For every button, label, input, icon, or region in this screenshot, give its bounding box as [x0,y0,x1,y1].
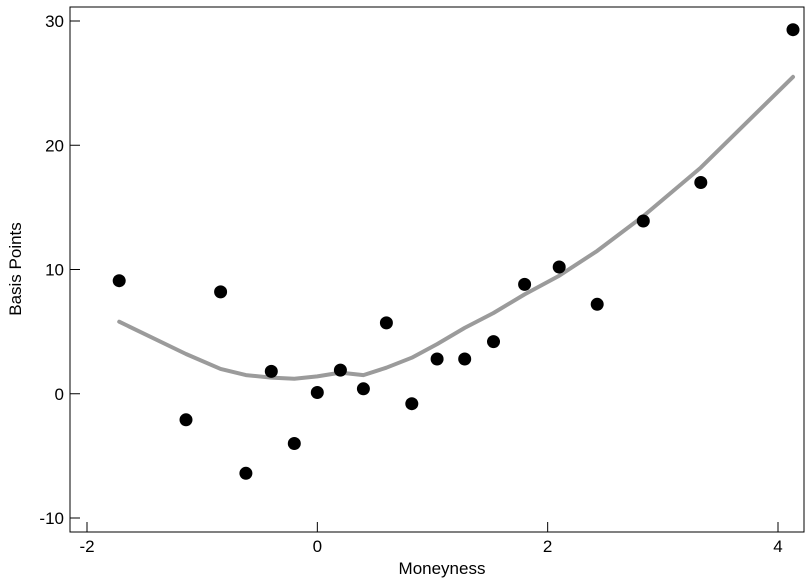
x-tick-label: 2 [543,537,552,556]
scatter-point [379,316,393,330]
scatter-point [636,214,650,228]
y-tick-label: -10 [39,509,64,528]
scatter-point [552,260,566,274]
plot-frame [69,6,805,533]
scatter-point [458,352,472,366]
x-axis-label: Moneyness [399,559,486,578]
y-tick-label: 10 [45,261,64,280]
y-axis-label: Basis Points [6,222,25,316]
y-tick-label: 0 [55,385,64,404]
scatter-point [487,335,500,349]
y-tick-label: 20 [45,136,64,155]
scatter-point [310,386,324,399]
scatter-point [287,437,301,450]
x-axis: -2 0 2 4 [79,522,783,556]
scatter-point [239,466,253,480]
x-tick-label: 4 [773,537,782,556]
scatter-point [356,382,370,396]
scatter-point [694,176,708,189]
scatter-point [179,413,193,427]
scatter-point [786,23,800,37]
scatter-point [264,364,278,378]
x-tick-label: -2 [79,537,94,556]
scatter-point [112,274,126,288]
scatter-point [405,397,419,411]
y-axis: -10 0 10 20 30 [39,12,80,528]
scatter-point [214,285,228,299]
scatter-point [333,363,347,377]
scatter-point [518,277,532,291]
y-tick-label: 30 [45,12,64,31]
x-tick-label: 0 [313,537,322,556]
fit-line [117,74,795,381]
data-points [112,23,800,480]
scatter-point [430,352,444,366]
scatter-point [590,297,604,311]
